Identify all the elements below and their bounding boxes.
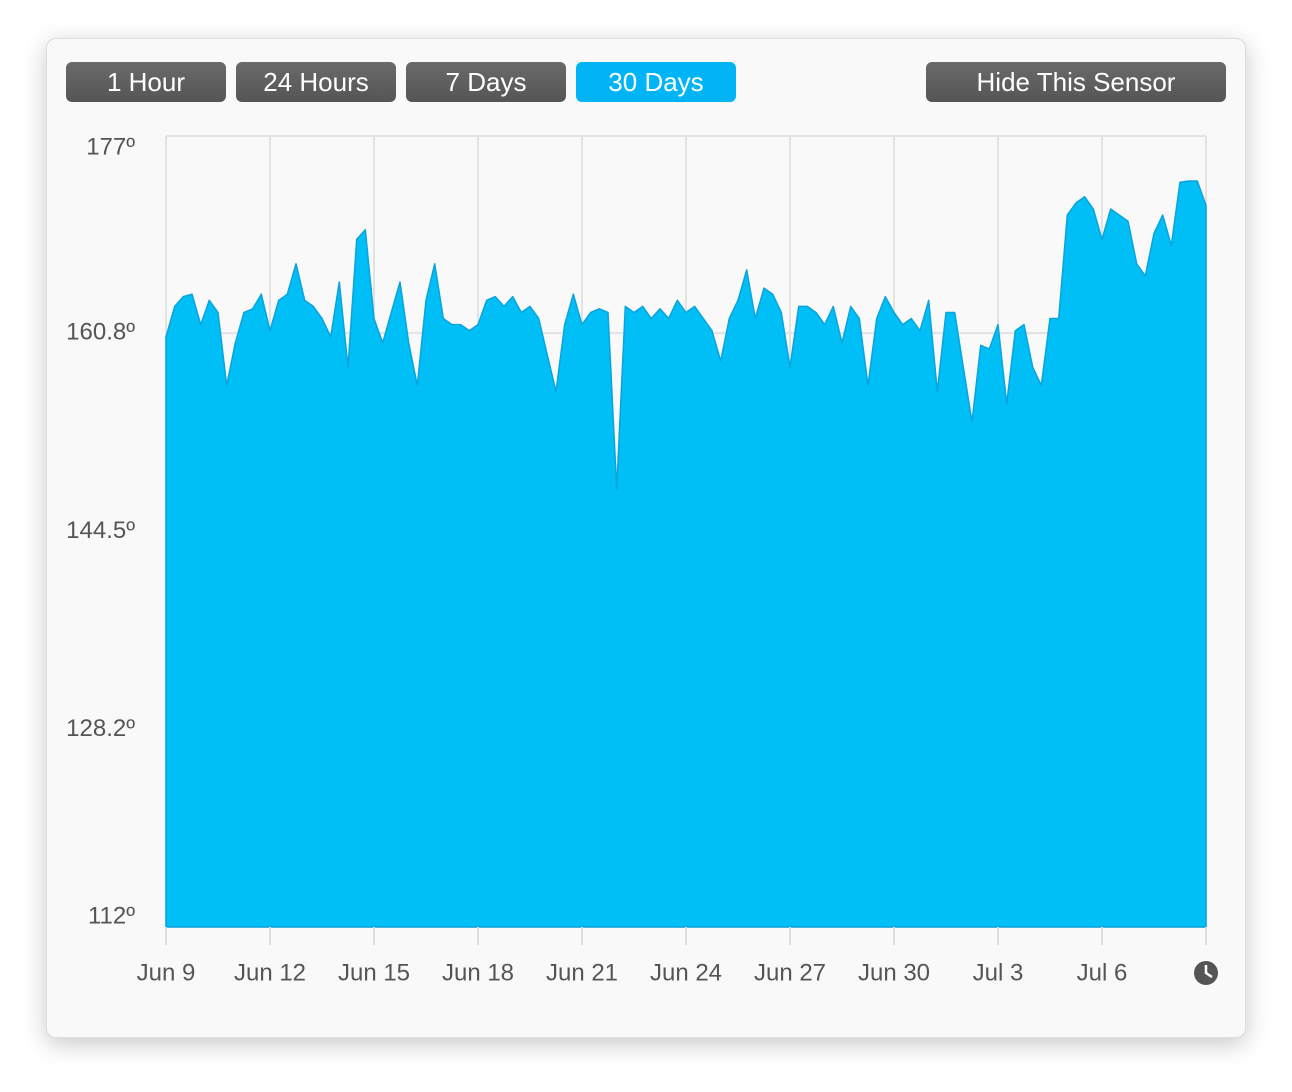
y-tick-label: 160.8º xyxy=(66,318,135,345)
x-tick-label: Jun 21 xyxy=(546,959,618,986)
y-tick-label: 177º xyxy=(86,133,135,160)
x-tick-label: Jun 12 xyxy=(234,959,306,986)
hide-button[interactable]: Hide This Sensor xyxy=(926,62,1226,102)
range-button[interactable]: 1 Hour xyxy=(66,62,226,102)
y-tick-label: 128.2º xyxy=(66,715,135,742)
x-tick-label: Jul 3 xyxy=(973,959,1024,986)
y-tick-label: 112º xyxy=(88,902,135,929)
x-tick-label: Jun 24 xyxy=(650,959,722,986)
range-button[interactable]: 30 Days xyxy=(576,62,736,102)
x-tick-label: Jun 30 xyxy=(858,959,930,986)
clock-icon xyxy=(1194,961,1218,985)
area xyxy=(165,180,1207,928)
x-tick-label: Jun 15 xyxy=(338,959,410,986)
x-tick-label: Jun 9 xyxy=(137,959,196,986)
range-button[interactable]: 7 Days xyxy=(406,62,566,102)
range-button[interactable]: 24 Hours xyxy=(236,62,396,102)
x-tick-label: Jun 18 xyxy=(442,959,514,986)
x-tick-label: Jun 27 xyxy=(754,959,826,986)
x-tick-label: Jul 6 xyxy=(1077,959,1128,986)
y-tick-label: 144.5º xyxy=(66,517,135,544)
